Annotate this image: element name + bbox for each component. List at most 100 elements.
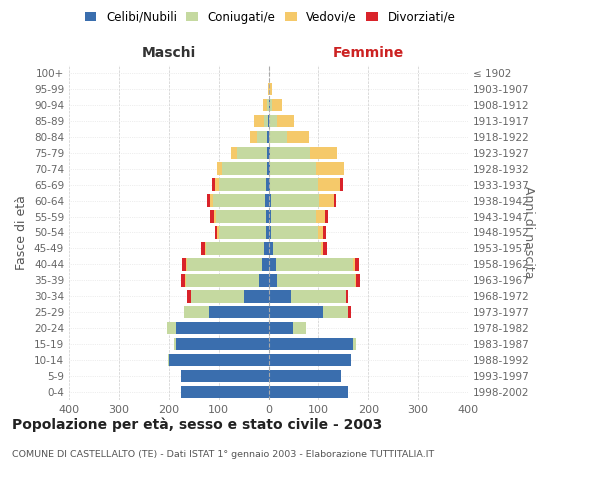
Bar <box>269 274 277 286</box>
Bar <box>181 386 269 398</box>
Bar <box>323 306 348 318</box>
Bar <box>186 258 187 270</box>
Bar <box>323 226 326 238</box>
Bar <box>266 162 269 175</box>
Bar <box>277 274 355 286</box>
Bar <box>186 274 259 286</box>
Bar <box>210 194 212 207</box>
Bar <box>269 370 341 382</box>
Bar <box>270 98 272 111</box>
Bar <box>215 210 266 223</box>
Y-axis label: Fasce di età: Fasce di età <box>16 195 28 270</box>
Bar <box>277 114 295 127</box>
Bar <box>271 226 319 238</box>
Text: COMUNE DI CASTELLALTO (TE) - Dati ISTAT 1° gennaio 2003 - Elaborazione TUTTITALI: COMUNE DI CASTELLALTO (TE) - Dati ISTAT … <box>12 450 434 459</box>
Bar <box>263 98 267 111</box>
Bar <box>269 354 351 366</box>
Bar <box>269 162 270 175</box>
Bar <box>182 258 186 270</box>
Bar <box>187 258 262 270</box>
Bar <box>269 338 353 350</box>
Bar <box>210 210 214 223</box>
Bar <box>250 130 257 143</box>
Bar <box>206 194 210 207</box>
Bar <box>254 114 263 127</box>
Bar <box>321 242 323 254</box>
Bar <box>266 178 269 191</box>
Bar <box>244 290 269 302</box>
Bar <box>356 274 360 286</box>
Bar <box>218 226 266 238</box>
Bar <box>310 146 337 159</box>
Bar <box>319 194 334 207</box>
Bar <box>316 210 325 223</box>
Bar <box>272 98 283 111</box>
Bar <box>168 354 169 366</box>
Bar <box>276 258 353 270</box>
Bar <box>257 130 267 143</box>
Text: Maschi: Maschi <box>142 46 196 60</box>
Bar <box>316 162 344 175</box>
Bar <box>212 194 265 207</box>
Bar <box>221 162 266 175</box>
Bar <box>205 242 206 254</box>
Bar <box>230 146 236 159</box>
Bar <box>176 322 269 334</box>
Legend: Celibi/Nubili, Coniugati/e, Vedovi/e, Divorziati/e: Celibi/Nubili, Coniugati/e, Vedovi/e, Di… <box>80 6 460 28</box>
Bar <box>263 114 268 127</box>
Bar <box>271 178 318 191</box>
Y-axis label: Anni di nascita: Anni di nascita <box>522 186 535 279</box>
Bar <box>191 290 244 302</box>
Bar <box>187 290 191 302</box>
Bar <box>270 162 316 175</box>
Bar <box>323 242 328 254</box>
Bar <box>266 146 269 159</box>
Bar <box>348 306 351 318</box>
Bar <box>270 146 310 159</box>
Bar <box>293 322 306 334</box>
Bar <box>269 98 270 111</box>
Bar <box>259 274 269 286</box>
Bar <box>267 98 269 111</box>
Bar <box>217 162 221 175</box>
Bar <box>265 194 269 207</box>
Bar <box>169 354 269 366</box>
Bar <box>206 242 263 254</box>
Bar <box>268 82 269 95</box>
Bar <box>215 226 217 238</box>
Bar <box>346 290 348 302</box>
Bar <box>269 194 271 207</box>
Bar <box>271 210 316 223</box>
Bar <box>266 210 269 223</box>
Bar <box>269 322 293 334</box>
Bar <box>176 338 269 350</box>
Bar <box>212 178 215 191</box>
Text: Popolazione per età, sesso e stato civile - 2003: Popolazione per età, sesso e stato civil… <box>12 418 382 432</box>
Bar <box>174 338 176 350</box>
Bar <box>181 370 269 382</box>
Bar <box>269 258 276 270</box>
Bar <box>215 178 218 191</box>
Bar <box>269 130 287 143</box>
Bar <box>185 274 186 286</box>
Bar <box>269 386 348 398</box>
Bar <box>353 258 355 270</box>
Bar <box>262 258 269 270</box>
Bar <box>184 306 209 318</box>
Bar <box>268 114 269 127</box>
Bar <box>266 226 269 238</box>
Bar <box>269 114 277 127</box>
Bar <box>334 194 337 207</box>
Bar <box>263 242 269 254</box>
Bar <box>325 210 328 223</box>
Bar <box>287 130 310 143</box>
Bar <box>353 338 356 350</box>
Bar <box>319 226 323 238</box>
Bar <box>236 146 266 159</box>
Bar <box>214 210 215 223</box>
Bar <box>217 226 218 238</box>
Bar <box>340 178 343 191</box>
Bar <box>355 274 356 286</box>
Bar <box>271 194 319 207</box>
Bar <box>269 306 323 318</box>
